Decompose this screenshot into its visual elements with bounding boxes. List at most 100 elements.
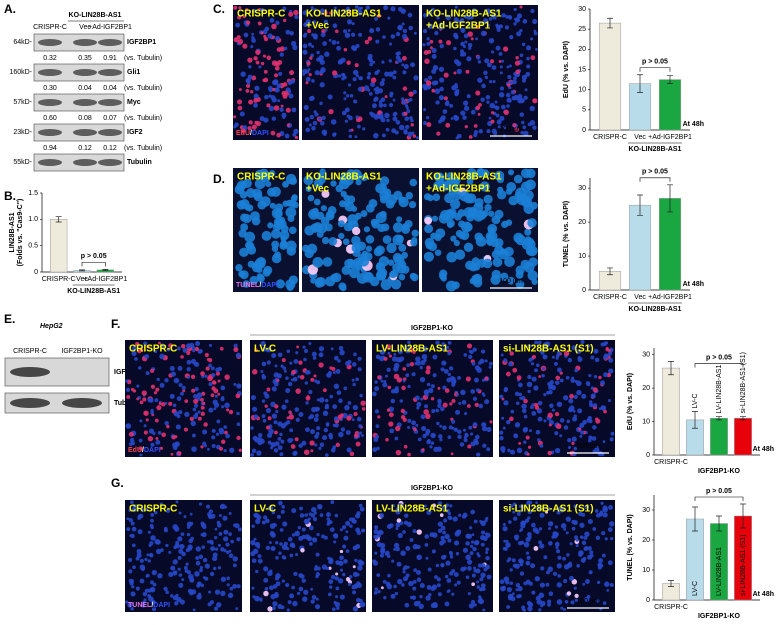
cell: [398, 533, 403, 538]
cell: [161, 402, 165, 406]
cell: [396, 216, 402, 222]
cell: [332, 133, 336, 137]
cell: [445, 123, 450, 128]
cell: [288, 537, 293, 542]
cell: [284, 422, 288, 426]
cell: [208, 364, 212, 368]
cell: [180, 600, 185, 605]
cell: [438, 40, 442, 44]
cell: [567, 562, 572, 567]
cell: [467, 31, 473, 37]
cell: [198, 593, 201, 596]
cell: [399, 125, 405, 131]
cell: [285, 388, 290, 393]
cell: [610, 537, 613, 540]
cell: [557, 563, 562, 568]
cell: [402, 22, 405, 25]
cell: [423, 121, 427, 125]
cell: [178, 556, 182, 560]
cell: [347, 447, 352, 452]
cell: [360, 400, 366, 406]
cell: [300, 513, 305, 518]
cell: [233, 383, 236, 386]
cell: [338, 282, 346, 290]
cell: [177, 414, 181, 418]
cell: [200, 398, 204, 402]
cell: [426, 37, 429, 40]
cell: [275, 203, 283, 211]
cell: [528, 446, 531, 449]
image-label: +Vec: [306, 21, 330, 32]
cell: [436, 131, 440, 135]
cell: [338, 578, 343, 583]
cell: [538, 417, 543, 422]
cell: [506, 372, 511, 377]
cell: [513, 95, 518, 100]
cell: [341, 73, 345, 77]
band: [38, 39, 62, 46]
x-tick-label: +Ad-IGF2BP1: [83, 276, 127, 283]
cell: [483, 71, 487, 75]
cell: [441, 367, 445, 371]
cell: [273, 420, 277, 424]
cell: [258, 21, 262, 25]
cell: [282, 555, 286, 559]
cell: [513, 434, 518, 439]
cell: [393, 99, 396, 102]
cell: [486, 238, 493, 245]
cell: [401, 386, 406, 391]
cell: [580, 536, 583, 539]
cell: [412, 595, 416, 599]
cell: [514, 534, 519, 539]
cell: [451, 117, 454, 120]
cell: [355, 63, 359, 67]
y-tick-label: 1.5: [28, 190, 38, 197]
cell: [395, 592, 398, 595]
cell: [339, 350, 344, 355]
cell: [533, 527, 538, 532]
cell: [433, 194, 441, 202]
cell: [454, 583, 457, 586]
cell: [255, 50, 260, 55]
cell: [594, 375, 597, 378]
cell: [425, 557, 428, 560]
cell: [595, 358, 600, 363]
cell: [556, 424, 562, 430]
cell: [333, 540, 336, 543]
cell: [275, 364, 278, 367]
cell: [595, 509, 599, 513]
cell: [274, 404, 278, 408]
cell: [316, 533, 319, 536]
cell: [339, 346, 343, 350]
cell: [174, 441, 179, 446]
cell: [603, 440, 606, 443]
cell: [528, 122, 532, 126]
cell: [479, 597, 482, 600]
cell: [554, 362, 558, 366]
cell: [422, 354, 428, 360]
cell: [446, 252, 457, 263]
cell: [522, 608, 525, 611]
cell: [239, 248, 248, 257]
cell: [293, 10, 299, 16]
cell: [465, 541, 470, 546]
cell: [252, 407, 257, 412]
cell: [456, 393, 459, 396]
bar: [629, 205, 651, 290]
cell: [245, 89, 249, 93]
stain-part: EdU: [128, 447, 142, 454]
cell: [413, 580, 417, 584]
cell: [352, 243, 361, 252]
cell: [533, 385, 538, 390]
cell: [427, 383, 431, 387]
cell: [280, 528, 284, 532]
cell: [291, 379, 294, 382]
cell: [316, 277, 326, 287]
cell: [358, 256, 369, 267]
cell: [179, 383, 183, 387]
cell: [499, 60, 502, 63]
ratio-note: (vs. Tubulin): [124, 145, 162, 152]
cell: [501, 417, 504, 420]
cell: [425, 543, 429, 547]
cell: [145, 589, 149, 593]
